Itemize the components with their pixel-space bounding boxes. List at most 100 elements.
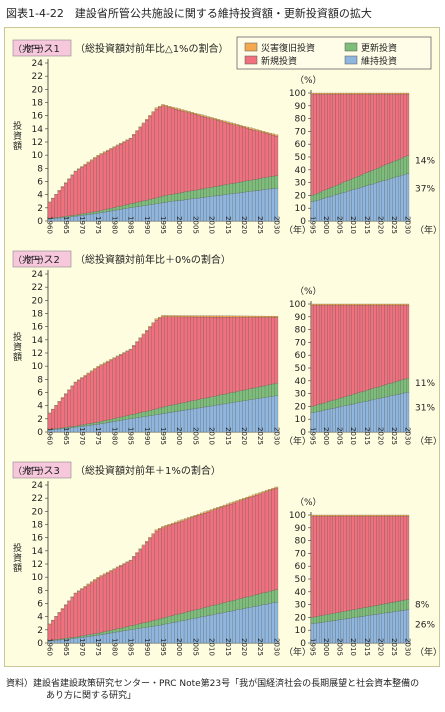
share-segment-new [348,516,352,611]
bar-segment-disaster [60,397,65,399]
legend-label: 災害復旧投資 [261,42,315,54]
share-x-tick-label: 2015 [363,427,371,445]
bar-segment-new [248,317,253,389]
bar-segment-new [209,316,214,397]
bar [242,498,246,644]
bar-segment-maint [86,214,91,222]
bar-segment-maint [135,628,139,644]
bar-segment-disaster [135,552,139,554]
share-bar [351,514,355,644]
bar-segment-disaster [180,519,185,522]
bar-segment-new [115,356,120,418]
x-tick-label: 1960 [46,638,54,656]
bar-segment-renew [122,205,126,210]
bar-segment-renew [73,636,78,639]
bar [219,119,224,222]
bar [219,315,224,433]
bar-segment-new [54,194,58,218]
bar [77,379,81,433]
x-tick-label: 2025 [256,216,264,234]
bar-segment-new [187,518,191,612]
bar-segment-new [64,394,68,428]
bar-segment-new [213,119,217,187]
bar-segment-renew [255,387,259,399]
bar-segment-disaster [119,354,123,356]
bar-segment-disaster [183,518,188,521]
bar-segment-renew [109,208,113,212]
bar [222,315,227,433]
x-tick-label: 1965 [62,427,70,445]
share-bar [392,92,396,222]
bar-segment-disaster [232,501,237,504]
share-bar [313,514,317,644]
x-tick-label: 1970 [78,638,86,656]
share-segment-renew [384,164,388,181]
bar-segment-new [251,496,256,596]
share-bar [384,514,388,644]
share-segment-renew [357,608,361,618]
share-segment-maint [343,618,347,644]
bar-segment-renew [274,589,279,603]
bar-segment-maint [102,633,107,644]
bar-segment-disaster [141,544,146,547]
bar-segment-new [248,129,253,181]
bar [161,315,165,433]
bar-segment-new [102,152,107,210]
bar-segment-disaster [177,108,181,111]
bar-segment-disaster [190,315,194,318]
bar-segment-maint [251,190,256,222]
bar-segment-disaster [128,559,133,561]
share-segment-new [319,305,323,405]
bar-segment-new [83,587,87,636]
bar-segment-disaster [102,573,107,576]
bar [115,566,120,644]
share-bar [376,514,380,644]
share-segment-renew [389,382,393,396]
legend-item: 災害復旧投資 [244,42,315,54]
bar-segment-new [180,110,185,193]
bar-segment-disaster [226,503,230,506]
bar-segment-disaster [99,153,104,155]
share-y-tick-label: 10 [295,204,307,214]
share-segment-disaster [329,514,333,517]
share-bar [351,92,355,222]
bar-segment-renew [125,204,130,209]
bar-segment-new [158,529,162,620]
bar [128,559,133,644]
share-segment-new [389,305,393,384]
bar-segment-renew [141,622,146,628]
bar [222,504,227,644]
bar [80,377,84,433]
share-segment-renew [370,388,374,401]
bar-segment-renew [206,397,211,407]
share-segment-renew [327,614,331,622]
bar-segment-renew [222,393,227,405]
bar [174,315,178,433]
share-segment-renew [395,601,399,612]
bar-segment-new [235,501,240,600]
share-bar [340,514,344,644]
bar-segment-renew [235,599,240,610]
bar-segment-renew [135,624,139,629]
y-tick-label: 22 [32,283,43,293]
share-segment-disaster [354,514,358,517]
bar-segment-disaster [145,118,149,121]
share-bar [335,92,339,222]
share-segment-new [373,94,377,170]
bar-segment-maint [102,211,107,222]
bar [213,315,217,433]
bar-segment-disaster [245,315,249,318]
share-segment-renew [313,405,317,413]
bar [70,596,75,644]
bar-segment-disaster [183,315,188,318]
bar-segment-new [151,534,156,621]
y-tick-label: 16 [32,323,44,333]
bar-segment-disaster [73,170,78,172]
share-segment-disaster [351,303,355,306]
share-segment-disaster [343,92,347,95]
share-bar [332,303,336,433]
bar-segment-renew [213,604,217,615]
bar-segment-renew [213,396,217,406]
bar-segment-disaster [261,131,266,133]
bar-segment-new [112,147,117,208]
